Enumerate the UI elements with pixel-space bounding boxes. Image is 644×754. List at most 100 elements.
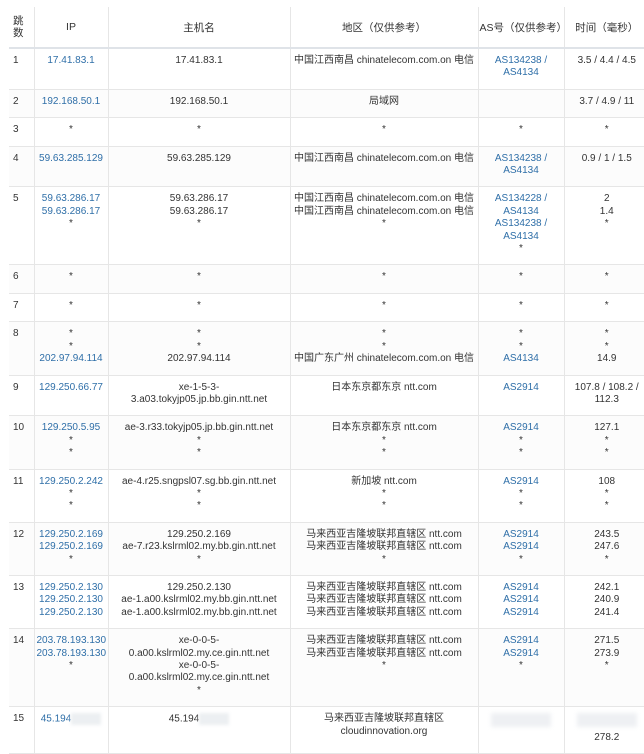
ip-link[interactable]: 129.250.2.130 [37, 607, 106, 619]
as-link[interactable]: AS134238 / [481, 55, 562, 67]
time-value: 241.4 [567, 607, 644, 619]
as-link[interactable]: AS4134 [481, 165, 562, 177]
time-value: 240.9 [567, 594, 644, 606]
time-cell: 278.2 [564, 707, 644, 754]
ip-link[interactable]: 59.63.286.17 [37, 206, 106, 218]
region-cell: 中国江西南昌 chinatelecom.com.on 电信中国江西南昌 chin… [290, 187, 478, 265]
host-value: 129.250.2.130 [111, 582, 288, 594]
host-value: 59.63.286.17 [111, 206, 288, 218]
as-link[interactable]: AS2914 [481, 476, 562, 488]
host-value: * [111, 447, 288, 459]
host-value: * [111, 435, 288, 447]
as-value: * [481, 500, 562, 512]
as-link[interactable]: AS4134 [481, 67, 562, 79]
host-value: 3.a03.tokyjp05.jp.bb.gin.ntt.net [111, 394, 288, 406]
table-row: 8**202.97.94.114**202.97.94.114**中国广东广州 … [9, 322, 644, 375]
header-region: 地区（仅供参考） [290, 7, 478, 48]
ip-cell: 59.63.285.129 [34, 146, 108, 187]
hop-number: 10 [9, 416, 34, 469]
ip-value: * [37, 554, 106, 566]
ip-link[interactable]: 203.78.193.130 [37, 635, 106, 647]
as-link[interactable]: AS4134 [481, 206, 562, 218]
as-link[interactable]: AS2914 [481, 422, 562, 434]
hop-number: 12 [9, 522, 34, 575]
ip-link[interactable]: 192.168.50.1 [37, 96, 106, 108]
time-value: * [567, 218, 644, 230]
time-cell: * [564, 265, 644, 293]
ip-link[interactable]: 129.250.2.169 [37, 529, 106, 541]
ip-link[interactable]: 129.250.66.77 [37, 382, 106, 394]
region-cell: 日本东京都东京 ntt.com** [290, 416, 478, 469]
time-cell: 3.5 / 4.4 / 4.5 [564, 48, 644, 89]
ip-link[interactable]: 202.97.94.114 [37, 353, 106, 365]
as-cell: * [478, 265, 564, 293]
as-link[interactable]: AS2914 [481, 541, 562, 553]
region-value: 日本东京都东京 ntt.com [293, 422, 476, 434]
as-value: * [481, 488, 562, 500]
host-value: 129.250.2.169 [111, 529, 288, 541]
time-value: * [567, 124, 644, 136]
host-value: ae-7.r23.kslrml02.my.bb.gin.ntt.net [111, 541, 288, 553]
as-link[interactable]: AS134228 / [481, 193, 562, 205]
redacted-blur [577, 713, 637, 727]
host-cell: * [108, 118, 290, 146]
as-link[interactable]: AS4134 [481, 353, 562, 365]
as-value: * [481, 554, 562, 566]
ip-link[interactable]: 129.250.2.130 [37, 594, 106, 606]
region-cell: **中国广东广州 chinatelecom.com.on 电信 [290, 322, 478, 375]
region-value: 中国江西南昌 chinatelecom.com.on 电信 [293, 206, 476, 218]
region-value: 局域网 [293, 96, 476, 108]
ip-link[interactable]: 129.250.2.130 [37, 582, 106, 594]
table-row: 6***** [9, 265, 644, 293]
ip-cell: * [34, 118, 108, 146]
ip-link[interactable]: 129.250.5.95 [37, 422, 106, 434]
as-value: * [481, 328, 562, 340]
ip-link[interactable]: 17.41.83.1 [37, 55, 106, 67]
host-value: * [111, 685, 288, 697]
as-link[interactable]: AS134238 / [481, 153, 562, 165]
ip-link[interactable]: 129.250.2.242 [37, 476, 106, 488]
host-value: * [111, 500, 288, 512]
as-link[interactable]: AS134238 / [481, 218, 562, 230]
region-value: 马来西亚吉隆坡联邦直辖区 [293, 713, 476, 725]
as-link[interactable]: AS2914 [481, 382, 562, 394]
time-value: * [567, 271, 644, 283]
ip-link[interactable]: 129.250.2.169 [37, 541, 106, 553]
region-value: * [293, 124, 476, 136]
ip-link[interactable]: 203.78.193.130 [37, 648, 106, 660]
as-link[interactable]: AS2914 [481, 635, 562, 647]
as-link[interactable]: AS4134 [481, 231, 562, 243]
time-value: 1.4 [567, 206, 644, 218]
hop-number: 4 [9, 146, 34, 187]
ip-link[interactable]: 45.194 [41, 714, 72, 725]
header-as: AS号（仅供参考） [478, 7, 564, 48]
as-cell: * [478, 118, 564, 146]
time-value: * [567, 435, 644, 447]
as-cell: * [478, 293, 564, 321]
as-link[interactable]: AS2914 [481, 594, 562, 606]
as-link[interactable]: AS2914 [481, 582, 562, 594]
host-value: 0.a00.kslrml02.my.ce.gin.ntt.net [111, 672, 288, 684]
hop-number: 11 [9, 469, 34, 522]
ip-link[interactable]: 59.63.286.17 [37, 193, 106, 205]
as-link[interactable]: AS2914 [481, 529, 562, 541]
host-value: 0.a00.kslrml02.my.ce.gin.ntt.net [111, 648, 288, 660]
region-value: 马来西亚吉隆坡联邦直辖区 ntt.com [293, 541, 476, 553]
ip-value: * [37, 660, 106, 672]
as-value: * [481, 243, 562, 255]
as-link[interactable]: AS2914 [481, 648, 562, 660]
as-link[interactable]: AS2914 [481, 607, 562, 619]
host-value: * [111, 124, 288, 136]
hop-number: 7 [9, 293, 34, 321]
host-cell: ae-4.r25.sngpsl07.sg.bb.gin.ntt.net** [108, 469, 290, 522]
region-value: 新加坡 ntt.com [293, 476, 476, 488]
ip-link[interactable]: 59.63.285.129 [37, 153, 106, 165]
